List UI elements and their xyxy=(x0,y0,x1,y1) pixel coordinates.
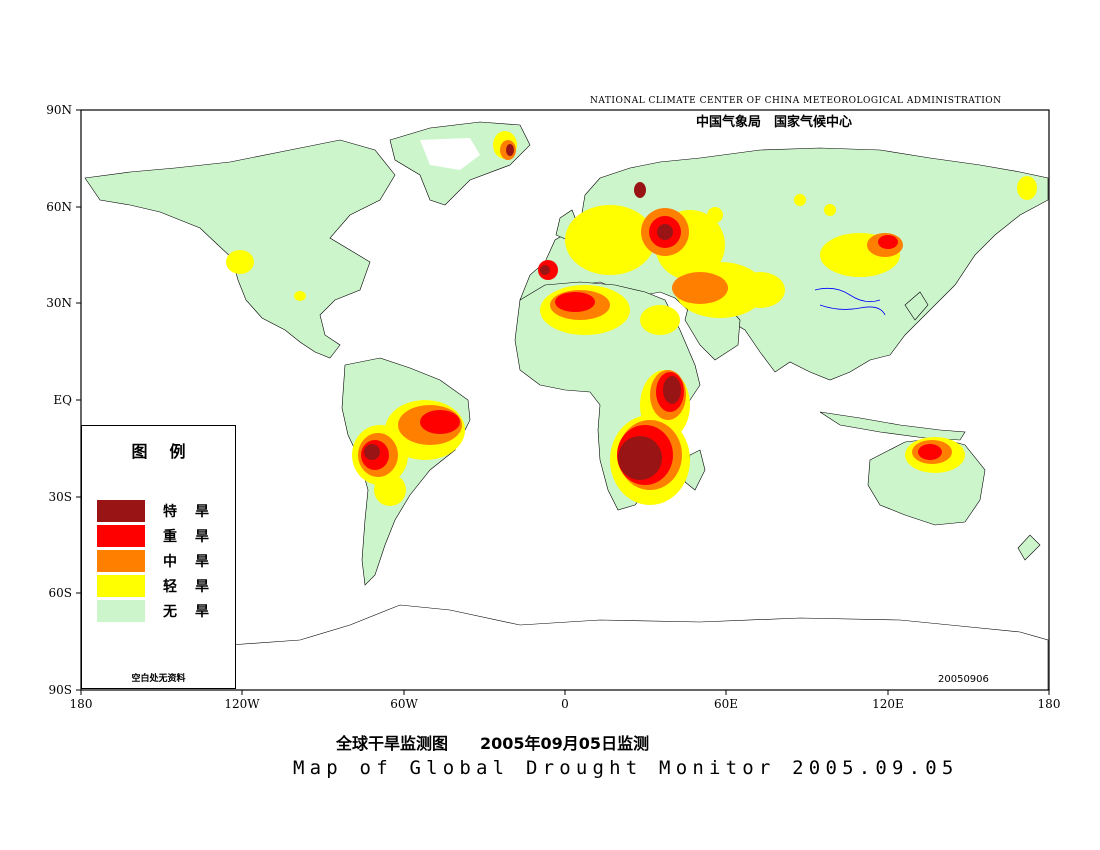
legend-item-severe: 重旱 xyxy=(97,525,227,547)
date-stamp: 20050906 xyxy=(938,674,989,685)
legend-no-data-note: 空白处无资料 xyxy=(131,674,186,684)
legend-item-light: 轻旱 xyxy=(97,575,227,597)
latitude-labels: 90N 60N 30N EQ 30S 60S 90S xyxy=(46,103,72,697)
lat-label-60n: 60N xyxy=(46,200,72,214)
greenland-interior xyxy=(420,138,480,170)
landmass-north-america xyxy=(84,139,396,359)
legend-swatch-extreme xyxy=(97,500,145,522)
legend-item-none: 无旱 xyxy=(97,600,227,622)
legend-label-extreme: 特旱 xyxy=(163,504,227,520)
legend-label-severe: 重旱 xyxy=(163,529,227,545)
landmass-antarctica xyxy=(81,604,1049,690)
lat-label-90n: 90N xyxy=(46,103,72,117)
legend-item-moderate: 中旱 xyxy=(97,550,227,572)
legend-title: 图例 xyxy=(131,442,208,461)
lat-label-60s: 60S xyxy=(49,586,73,600)
lat-label-30s: 30S xyxy=(49,490,73,504)
agency-chinese-name: 中国气象局 国家气候中心 xyxy=(696,115,853,130)
title-chinese: 全球干旱监测图 2005年09月05日监测 xyxy=(336,734,650,753)
title-english: Map of Global Drought Monitor 2005.09.05 xyxy=(293,757,959,779)
legend-label-light: 轻旱 xyxy=(163,579,227,595)
lon-label-0: 0 xyxy=(561,697,569,711)
lat-label-90s: 90S xyxy=(49,683,73,697)
rivers xyxy=(814,287,886,316)
landmass-indonesia xyxy=(819,411,966,441)
legend: 图例 特旱 重旱 中旱 轻旱 无旱 空白处无资料 xyxy=(81,425,236,689)
lon-label-120e: 120E xyxy=(872,697,904,711)
landmass-new-zealand xyxy=(1017,534,1041,561)
legend-swatch-none xyxy=(97,600,145,622)
landmass-japan xyxy=(904,291,929,321)
lat-label-eq: EQ xyxy=(53,393,72,407)
latitude-axis xyxy=(76,109,81,691)
legend-item-extreme: 特旱 xyxy=(97,500,227,522)
lon-label-180e: 180 xyxy=(1038,697,1061,711)
lat-label-30n: 30N xyxy=(46,296,72,310)
legend-swatch-moderate xyxy=(97,550,145,572)
landmass-europe-asia xyxy=(519,147,1049,381)
lon-label-120w: 120W xyxy=(224,697,260,711)
legend-label-none: 无旱 xyxy=(163,604,227,620)
drought-patches xyxy=(226,131,1037,506)
longitude-axis xyxy=(80,690,1050,695)
lon-label-60w: 60W xyxy=(390,697,418,711)
legend-swatch-severe xyxy=(97,525,145,547)
legend-swatch-light xyxy=(97,575,145,597)
lon-label-60e: 60E xyxy=(714,697,738,711)
legend-label-moderate: 中旱 xyxy=(163,554,227,570)
lon-label-180w: 180 xyxy=(70,697,93,711)
longitude-labels: 180 120W 60W 0 60E 120E 180 xyxy=(70,697,1061,711)
agency-english-name: NATIONAL CLIMATE CENTER OF CHINA METEORO… xyxy=(590,96,1002,106)
